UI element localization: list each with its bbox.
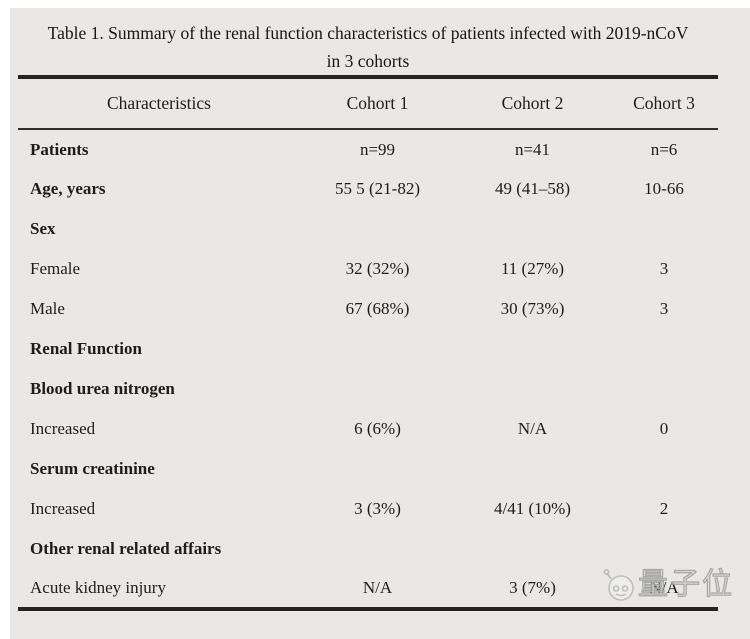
cell-cohort3: 0 [659,419,669,438]
cell-cohort2: 30 (73%) [500,299,565,318]
cell-cohort3 [610,449,718,489]
characteristics-table: Characteristics Cohort 1 Cohort 2 Cohort… [18,75,718,611]
cell-cohort3 [610,529,718,569]
row-label: Male [30,299,65,318]
table-row-patients: Patients n=99 n=41 n=6 [18,129,718,169]
cell-cohort3: 3 [659,259,669,278]
cell-cohort1 [300,329,455,369]
cell-cohort2 [455,369,610,409]
cell-cohort2: N/A [517,419,548,438]
cell-cohort3 [610,369,718,409]
cell-cohort2: 4/41 (10%) [494,499,571,518]
table-row-acute-kidney-injury: Acute kidney injury N/A 3 (7%) N/A [18,569,718,609]
cell-cohort1: 67 (68%) [345,299,410,318]
cell-cohort3 [610,329,718,369]
row-label: Female [30,259,81,278]
row-label: Increased [30,419,96,438]
table-row-other-renal-affairs: Other renal related affairs [18,529,718,569]
cell-cohort1: 3 (3%) [354,499,401,518]
cell-cohort3 [610,209,718,249]
cell-cohort2 [455,449,610,489]
table-row-serum-creatinine: Serum creatinine [18,449,718,489]
cell-cohort3: 3 [659,299,669,318]
cell-cohort1: N/A [362,578,393,597]
table-row-renal-function: Renal Function [18,329,718,369]
cell-cohort2: 49 (41–58) [494,179,571,198]
col-header-cohort3: Cohort 3 [610,77,718,130]
cell-cohort1: 6 (6%) [354,419,401,438]
table-row-female: Female 32 (32%) 11 (27%) 3 [18,249,718,289]
row-label: Renal Function [30,339,142,358]
table-row-male: Male 67 (68%) 30 (73%) 3 [18,289,718,329]
cell-cohort2 [455,209,610,249]
col-header-characteristics: Characteristics [18,77,300,130]
table-title-line1: Table 1. Summary of the renal function c… [47,23,689,43]
row-label: Other renal related affairs [30,539,222,558]
table-row-sex: Sex [18,209,718,249]
table-row-bun-increased: Increased 6 (6%) N/A 0 [18,409,718,449]
row-label: Patients [30,139,89,159]
row-label: Blood urea nitrogen [30,379,175,398]
cell-cohort2 [455,529,610,569]
row-label: Acute kidney injury [30,578,166,597]
cell-cohort3: 2 [659,499,669,518]
paper-page: Table 1. Summary of the renal function c… [10,8,750,639]
cell-cohort1 [300,449,455,489]
row-label: Sex [30,219,56,238]
cell-cohort1 [300,529,455,569]
row-label: Serum creatinine [30,459,155,478]
cell-cohort3: N/A [649,578,679,597]
table-row-creatinine-increased: Increased 3 (3%) 4/41 (10%) 2 [18,489,718,529]
table-title-line2: in 3 cohorts [326,51,410,71]
row-label: Increased [30,499,96,518]
cell-cohort3: 10-66 [644,179,684,198]
cell-cohort2 [455,329,610,369]
cell-cohort2: n=41 [514,139,551,159]
cell-cohort3: n=6 [650,139,678,159]
col-header-cohort2: Cohort 2 [455,77,610,130]
header-row: Characteristics Cohort 1 Cohort 2 Cohort… [18,77,718,130]
cell-cohort1 [300,369,455,409]
cell-cohort1: 55 5 (21-82) [335,179,420,198]
col-header-cohort1: Cohort 1 [300,77,455,130]
row-label: Age, years [30,179,106,198]
cell-cohort1: n=99 [359,139,396,159]
table-container: Table 1. Summary of the renal function c… [18,8,718,611]
cell-cohort1: 32 (32%) [345,259,410,278]
table-title: Table 1. Summary of the renal function c… [18,8,718,75]
cell-cohort2: 11 (27%) [500,259,565,278]
cell-cohort2: 3 (7%) [509,578,556,597]
table-row-blood-urea-nitrogen: Blood urea nitrogen [18,369,718,409]
table-row-age: Age, years 55 5 (21-82) 49 (41–58) 10-66 [18,169,718,209]
cell-cohort1 [300,209,455,249]
